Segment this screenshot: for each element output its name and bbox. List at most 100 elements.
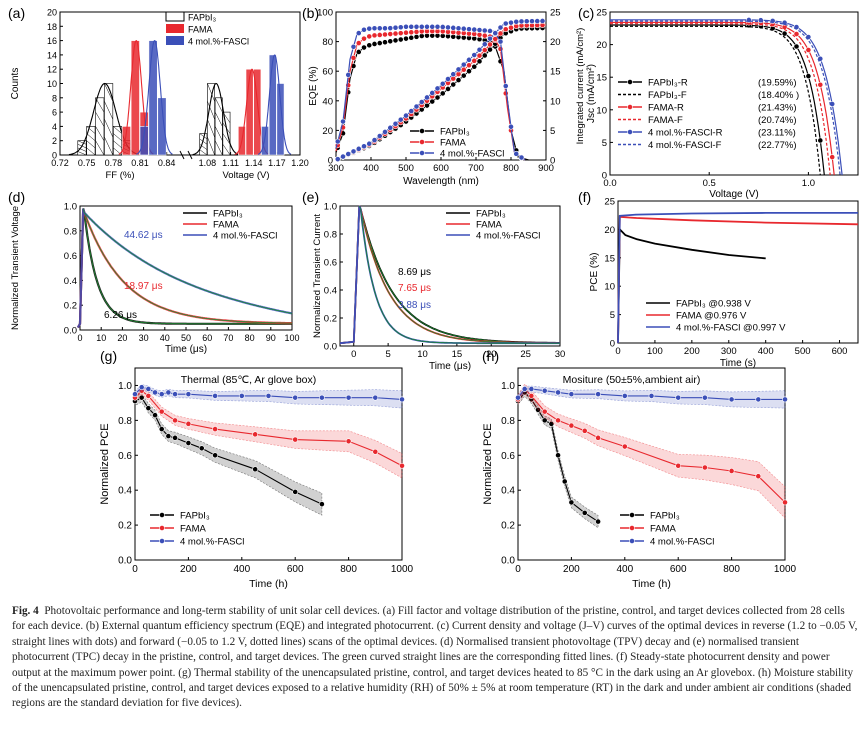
panel-f-ytick-label: 0: [610, 339, 615, 350]
panel-g-ytick-label: 1.0: [118, 381, 132, 392]
panel-a-bar: [222, 111, 231, 156]
panel-g-xtick-label: 1000: [391, 564, 414, 575]
panel-h-legend-marker: [629, 512, 635, 518]
panel-b-jsc-marker: [508, 19, 514, 26]
panel-b: (b) EQE (%) Integrated current (mA/cm²) 300…: [302, 5, 586, 187]
panel-g-xtick-label: 400: [233, 564, 250, 575]
panel-d-ytick-label: 0.6: [64, 251, 77, 262]
panel-a-ytick-label: 10: [47, 79, 57, 89]
panel-b-jsc-marker: [497, 30, 504, 37]
panel-g-series-marker: [152, 412, 158, 419]
panel-h-series-marker: [528, 386, 535, 392]
panel-g-series-marker: [292, 394, 299, 401]
panel-c-jv-marker: [805, 73, 812, 79]
panel-h-plot-frame: [517, 367, 786, 561]
panel-b-jsc-marker: [455, 66, 462, 73]
panel-g-panel-label: (g): [100, 348, 117, 364]
panel-b-legend-marker: [419, 150, 425, 156]
panel-b-jsc-marker: [476, 46, 483, 53]
panel-d-ytick-label: 0.4: [64, 276, 77, 287]
panel-g: (g) Normalized PCE 0 200 400 600 800 1000 Time (…: [99, 348, 414, 590]
panel-a-bar-hatch: [86, 140, 96, 149]
panel-b-jsc-marker: [502, 26, 509, 33]
panel-g-series-marker: [172, 391, 178, 398]
panel-b-eqe-marker: [387, 31, 394, 37]
panel-a-bar: [261, 126, 269, 156]
panel-b-eqe-marker: [445, 24, 451, 31]
panel-b-jsc-marker: [445, 76, 451, 82]
panel-c-jv-line: [610, 19, 843, 176]
panel-g-series-marker: [138, 384, 145, 391]
panel-a-legend-label: FAMA: [188, 25, 213, 35]
panel-b-xtick-label: 800: [503, 163, 519, 174]
panel-b-eqe-marker: [497, 38, 504, 45]
panel-h-series-marker: [755, 396, 762, 403]
panel-b-eqe-marker: [460, 25, 467, 32]
panel-f-plot-frame: [617, 200, 859, 344]
panel-b-eqe-marker: [424, 23, 430, 30]
panel-h-series-marker: [782, 499, 788, 506]
panel-g-series-marker: [158, 426, 165, 432]
panel-h-legend-marker: [629, 525, 635, 531]
panel-g-series-marker: [345, 438, 352, 445]
panel-g-series-marker: [265, 393, 272, 399]
panel-a-xtick-label: 0.75: [78, 158, 96, 168]
panel-b-eqe-marker: [408, 23, 415, 30]
panel-c: (c) Jsc (mA/cm²) 0.0 0.5 1.0 Voltage (V) 0 5 10 1…: [578, 5, 859, 200]
panel-b-eqe-marker: [382, 25, 388, 32]
panel-b-jsc-marker: [455, 77, 462, 83]
panel-b-jsc-marker: [466, 56, 472, 63]
panel-e-decay-line: [339, 205, 560, 345]
panel-a-xtick-label: 0.81: [131, 158, 149, 168]
panel-b-jsc-marker: [471, 57, 478, 64]
panel-c-legend-label: FAMA-R: [648, 103, 684, 114]
panel-h-series-marker: [728, 396, 735, 403]
panel-a-xtick-label: 0.78: [105, 158, 123, 168]
panel-g-xtick-label: 0: [132, 564, 138, 575]
panel-c-jv-marker: [817, 137, 824, 144]
panel-h-xtick-label: 800: [723, 564, 740, 575]
panel-a-bar: [157, 97, 167, 156]
panel-e-xtick-label: 10: [417, 349, 428, 360]
panel-b-jsc-marker: [518, 18, 525, 25]
panel-b-xtick-label: 900: [538, 163, 554, 174]
panel-a-ytick-label: 0: [52, 151, 57, 161]
panel-h-series-marker: [675, 394, 682, 401]
panel-d-annotation: 18.97 μs: [124, 281, 163, 292]
panel-e-fit-line: [358, 205, 560, 344]
panel-h-series-marker: [675, 462, 682, 469]
panel-b-jsc-marker: [439, 80, 446, 87]
panel-g-series-marker: [292, 436, 299, 443]
panel-b-jsc-marker: [466, 68, 472, 75]
panel-c-jv-marker: [829, 154, 836, 161]
panel-c-ytick-label: 15: [596, 73, 607, 84]
panel-g-legend-label: FAMA: [180, 524, 207, 535]
panel-d-xlabel: Time (μs): [165, 344, 207, 355]
panel-d-xtick-label: 20: [117, 333, 127, 343]
panel-b-eqe-marker: [408, 29, 415, 36]
panel-b-eqe-marker: [471, 26, 478, 33]
panel-g-series-marker: [172, 417, 178, 424]
panel-b-jsc-marker: [492, 30, 499, 36]
panel-b-eqe-marker: [481, 27, 488, 34]
panel-b-eqe-marker: [366, 33, 373, 40]
panel-b-xtick-label: 600: [433, 163, 449, 174]
panel-b-eqe-marker: [334, 138, 341, 145]
panel-g-series-marker: [152, 389, 158, 396]
panel-h-series-marker: [702, 464, 708, 471]
panel-b-eqe-marker: [513, 150, 520, 157]
panel-c-xtick-label: 1.0: [802, 178, 815, 189]
panel-a-axis-break: [187, 150, 193, 160]
panel-a-ytick-label: 8: [52, 93, 57, 103]
panel-a-bar-hatch: [104, 101, 114, 120]
panel-b-jsc-marker: [476, 58, 483, 65]
panel-b-jsc-marker: [481, 47, 488, 54]
panel-b-jsc-marker: [466, 62, 472, 69]
panel-h-series-marker: [555, 452, 561, 459]
panel-a: (a) Counts 0 2 4 6 8 10 12 14 16 18 20 0.72 0.75 0.78 0.…: [8, 5, 309, 181]
panel-b-eqe-marker: [366, 25, 373, 32]
panel-h-ytick-label: 0.6: [501, 451, 515, 462]
panel-b-eqe-marker: [382, 31, 388, 38]
panel-a-bar-hatch: [207, 119, 215, 138]
panel-g-xtick-label: 200: [180, 564, 197, 575]
